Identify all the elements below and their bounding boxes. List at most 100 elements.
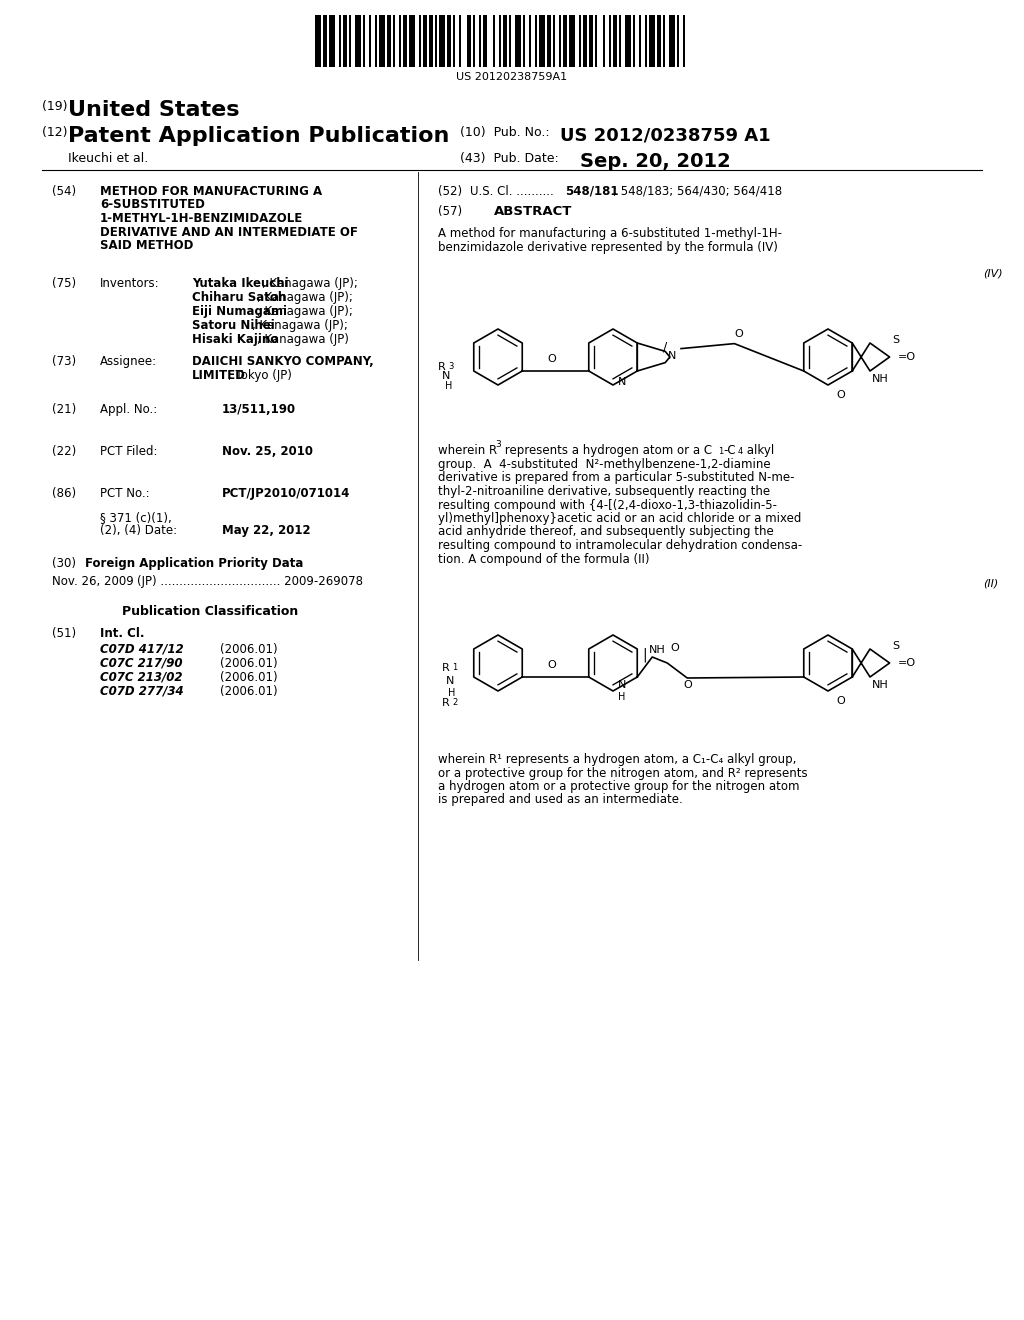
Text: Hisaki Kajino: Hisaki Kajino [193,333,279,346]
Text: tion. A compound of the formula (II): tion. A compound of the formula (II) [438,553,649,565]
Bar [349,15,351,67]
Text: Chiharu Satoh: Chiharu Satoh [193,290,287,304]
Bar [479,15,481,67]
Text: NH: NH [649,645,666,655]
Bar [559,15,561,67]
Text: resulting compound to intramolecular dehydration condensa-: resulting compound to intramolecular deh… [438,539,802,552]
Text: (19): (19) [42,100,72,114]
Text: group.  A  4-substituted  N²-methylbenzene-1,2-diamine: group. A 4-substituted N²-methylbenzene-… [438,458,771,471]
Bar [355,15,361,67]
Text: alkyl: alkyl [743,444,774,457]
Text: (52): (52) [438,185,462,198]
Text: (75): (75) [52,277,76,290]
Text: N: N [668,351,676,360]
Text: N: N [618,680,627,690]
Bar [503,15,507,67]
Text: wherein R: wherein R [438,444,497,457]
Text: Patent Application Publication: Patent Application Publication [68,125,450,147]
Text: PCT/JP2010/071014: PCT/JP2010/071014 [222,487,350,500]
Text: (54): (54) [52,185,76,198]
Text: U.S. Cl. ..........: U.S. Cl. .......... [470,185,561,198]
Text: (2006.01): (2006.01) [220,643,278,656]
Bar [603,15,605,67]
Text: derivative is prepared from a particular 5-substituted N-me-: derivative is prepared from a particular… [438,471,795,484]
Text: 3: 3 [449,362,454,371]
Text: S: S [893,335,900,345]
Bar [677,15,679,67]
Text: , Kanagawa (JP);: , Kanagawa (JP); [257,290,353,304]
Text: Eiji Numagami: Eiji Numagami [193,305,287,318]
Bar [339,15,341,67]
Text: Publication Classification: Publication Classification [122,605,298,618]
Bar [447,15,451,67]
Text: O: O [671,643,679,653]
Text: is prepared and used as an intermediate.: is prepared and used as an intermediate. [438,793,683,807]
Bar [315,15,321,67]
Text: C07D 277/34: C07D 277/34 [100,685,183,698]
Bar [509,15,511,67]
Text: O: O [547,660,556,671]
Text: (51): (51) [52,627,76,640]
Text: Yutaka Ikeuchi: Yutaka Ikeuchi [193,277,289,290]
Bar [399,15,401,67]
Text: O: O [734,329,742,339]
Bar [649,15,655,67]
Bar [563,15,567,67]
Text: DAIICHI SANKYO COMPANY,: DAIICHI SANKYO COMPANY, [193,355,374,368]
Text: 6-SUBSTITUTED: 6-SUBSTITUTED [100,198,205,211]
Bar [529,15,531,67]
Bar [343,15,347,67]
Bar [409,15,415,67]
Text: Nov. 25, 2010: Nov. 25, 2010 [222,445,313,458]
Text: (2006.01): (2006.01) [220,657,278,671]
Text: (21): (21) [52,403,76,416]
Text: , Kanagawa (JP);: , Kanagawa (JP); [257,305,353,318]
Text: O: O [837,696,845,706]
Bar [429,15,433,67]
Text: 13/511,190: 13/511,190 [222,403,296,416]
Text: 3: 3 [495,440,501,449]
Bar [657,15,662,67]
Text: yl)methyl]phenoxy}acetic acid or an acid chloride or a mixed: yl)methyl]phenoxy}acetic acid or an acid… [438,512,802,525]
Text: or a protective group for the nitrogen atom, and R² represents: or a protective group for the nitrogen a… [438,767,808,780]
Text: 2: 2 [452,698,458,708]
Text: SAID METHOD: SAID METHOD [100,239,194,252]
Text: (12): (12) [42,125,72,139]
Text: (22): (22) [52,445,76,458]
Bar [419,15,421,67]
Bar [387,15,391,67]
Bar [633,15,635,67]
Bar [583,15,587,67]
Text: DERIVATIVE AND AN INTERMEDIATE OF: DERIVATIVE AND AN INTERMEDIATE OF [100,226,357,239]
Bar [453,15,455,67]
Text: LIMITED: LIMITED [193,370,246,381]
Bar [467,15,471,67]
Text: ; 548/183; 564/430; 564/418: ; 548/183; 564/430; 564/418 [613,185,782,198]
Text: (73): (73) [52,355,76,368]
Text: R: R [438,362,445,372]
Text: R: R [442,663,450,673]
Text: , Kanagawa (JP);: , Kanagawa (JP); [262,277,357,290]
Text: (57): (57) [438,205,462,218]
Text: N: N [442,371,451,381]
Text: May 22, 2012: May 22, 2012 [222,524,310,537]
Text: (30): (30) [52,557,76,570]
Text: , Tokyo (JP): , Tokyo (JP) [227,370,292,381]
Bar [393,15,395,67]
Bar [493,15,495,67]
Text: 1: 1 [452,663,458,672]
Bar [579,15,581,67]
Bar [483,15,487,67]
Text: US 20120238759A1: US 20120238759A1 [457,73,567,82]
Text: , Kanagawa (JP): , Kanagawa (JP) [257,333,349,346]
Text: C07D 417/12: C07D 417/12 [100,643,183,656]
Text: C07C 217/90: C07C 217/90 [100,657,182,671]
Bar [329,15,335,67]
Bar [553,15,555,67]
Bar [375,15,377,67]
Text: N: N [618,376,627,387]
Text: , Kanagawa (JP);: , Kanagawa (JP); [252,319,348,333]
Bar [547,15,551,67]
Bar [595,15,597,67]
Text: ABSTRACT: ABSTRACT [494,205,572,218]
